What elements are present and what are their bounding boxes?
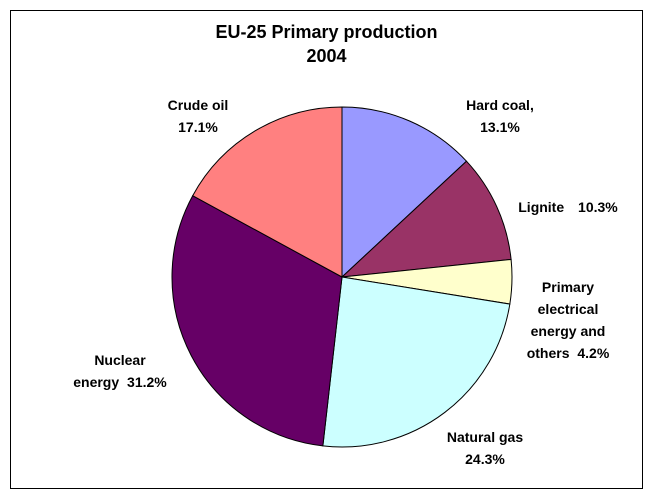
category-label: Crude oil (167, 97, 229, 113)
value-label: 13.1% (480, 119, 520, 135)
category-label: Primary electrical energy and others (526, 279, 606, 361)
category-label: Nuclear energy (73, 352, 146, 390)
value-label: 10.3% (578, 199, 618, 215)
pie-slice (192, 106, 343, 278)
value-label: 17.1% (178, 119, 218, 135)
slice-label: Nuclear energy 31.2% (72, 349, 168, 393)
category-label: Natural gas (446, 429, 524, 445)
pie-slice (171, 195, 343, 447)
category-label: Hard coal, (466, 97, 534, 113)
value-label: 24.3% (465, 451, 505, 467)
slice-label: Crude oil 17.1% (148, 94, 248, 138)
pie-slice (341, 106, 468, 279)
pie-slice (322, 276, 511, 448)
pie-slice (340, 160, 512, 278)
slice-label: Lignite 10.3% (498, 196, 638, 218)
value-label: 31.2% (127, 374, 167, 390)
value-label: 4.2% (577, 345, 610, 361)
category-label: Lignite (518, 199, 565, 215)
slice-label: Primary electrical energy and others 4.2… (518, 276, 618, 364)
slice-label: Natural gas 24.3% (430, 426, 540, 470)
chart-subtitle: 2004 (306, 46, 347, 66)
chart-title: EU-25 Primary production (215, 22, 438, 42)
slice-label: Hard coal, 13.1% (450, 94, 550, 138)
